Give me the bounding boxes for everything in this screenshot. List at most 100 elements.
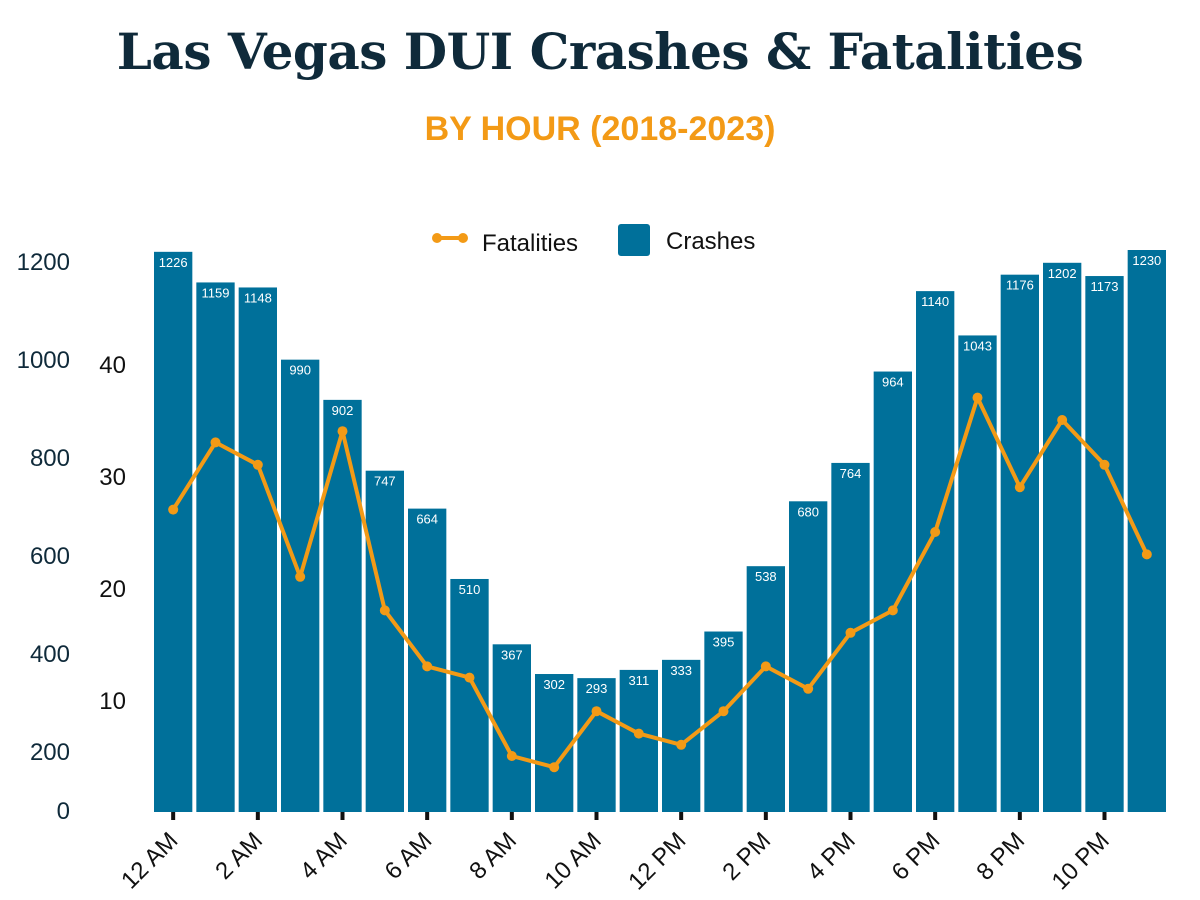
right-axis-tick-label: 10 — [99, 688, 126, 715]
crash-bar — [916, 291, 955, 812]
crash-bar — [196, 282, 235, 812]
crash-data-label: 367 — [501, 647, 523, 662]
crash-data-label: 747 — [374, 474, 396, 489]
crash-data-label: 302 — [543, 677, 565, 692]
crash-data-label: 395 — [713, 635, 735, 650]
x-axis-tick-label: 8 AM — [464, 827, 522, 885]
fatality-point — [252, 459, 263, 470]
fatality-point — [760, 661, 771, 672]
x-axis-tick-label: 8 PM — [971, 827, 1030, 886]
crash-bar — [619, 669, 658, 812]
legend-label-crashes: Crashes — [666, 228, 756, 255]
x-axis-tick — [933, 812, 938, 820]
x-axis-tick-label: 2 AM — [210, 827, 268, 885]
crash-bar — [577, 678, 616, 812]
x-axis-tick — [594, 812, 599, 820]
crash-bar — [408, 508, 447, 812]
left-axis-tick-label: 400 — [30, 641, 70, 668]
left-axis-tick-label: 1000 — [17, 347, 70, 374]
x-axis-tick — [679, 812, 684, 820]
crash-bar — [154, 251, 193, 812]
crash-data-label: 680 — [797, 504, 819, 519]
crash-data-label: 1202 — [1048, 266, 1077, 281]
crash-bar — [789, 501, 828, 812]
x-axis-tick — [763, 812, 768, 820]
fatality-point — [210, 437, 221, 448]
fatality-point — [887, 605, 898, 616]
x-axis-tick-label: 4 PM — [802, 827, 861, 886]
x-axis-tick — [171, 812, 176, 820]
fatalities-line — [171, 395, 1149, 770]
crash-bar — [958, 335, 997, 812]
fatality-point — [676, 739, 687, 750]
crash-bar — [281, 359, 320, 812]
chart-title: Las Vegas DUI Crashes & Fatalities — [116, 22, 1084, 81]
left-axis-tick-label: 200 — [30, 739, 70, 766]
crash-data-label: 1230 — [1132, 253, 1161, 268]
bar-swatch-icon — [618, 224, 650, 256]
crash-data-label: 311 — [628, 673, 649, 688]
x-axis-tick-label: 4 AM — [295, 827, 353, 885]
crash-bar — [323, 399, 362, 812]
crash-data-label: 964 — [882, 375, 904, 390]
fatality-point — [1014, 482, 1025, 493]
crash-data-label: 764 — [840, 466, 862, 481]
fatality-point — [803, 683, 814, 694]
crash-data-label: 293 — [586, 681, 608, 696]
crash-data-label: 902 — [332, 403, 354, 418]
legend-label-fatalities: Fatalities — [482, 230, 579, 257]
fatality-point — [845, 627, 856, 638]
fatality-point — [1141, 549, 1152, 560]
crash-data-label: 990 — [289, 363, 311, 378]
left-axis-tick-label: 0 — [57, 798, 70, 825]
x-axis-tick — [848, 812, 853, 820]
fatality-point — [379, 605, 390, 616]
crash-bar — [1000, 274, 1039, 812]
crash-bar — [1043, 262, 1082, 813]
line-marker-icon — [432, 230, 468, 246]
x-axis-tick — [1102, 812, 1107, 820]
fatality-point — [591, 706, 602, 717]
right-axis-tick-label: 30 — [99, 464, 126, 491]
fatality-point — [337, 426, 348, 437]
x-axis-tick-label: 12 PM — [623, 827, 691, 895]
crash-bar — [535, 674, 574, 812]
crash-data-label: 1043 — [963, 338, 992, 353]
fatality-point — [549, 762, 560, 773]
crash-bar — [238, 287, 277, 812]
chart-subtitle: BY HOUR (2018-2023) — [424, 110, 776, 148]
crash-bar — [1127, 250, 1166, 812]
x-axis-tick — [340, 812, 345, 820]
fatality-point — [295, 571, 306, 582]
fatality-point — [972, 392, 983, 403]
crash-bar — [450, 578, 489, 812]
fatality-point — [930, 527, 941, 537]
x-axis-tick-label: 2 PM — [717, 827, 776, 886]
x-axis-tick-label: 10 AM — [540, 827, 607, 894]
crash-data-label: 538 — [755, 569, 777, 584]
crash-bar — [365, 470, 404, 812]
crash-data-label: 1226 — [159, 255, 188, 270]
crash-data-label: 1173 — [1091, 279, 1119, 294]
crash-bar — [873, 371, 912, 812]
x-axis-tick-label: 12 AM — [116, 827, 183, 894]
right-axis-tick-label: 40 — [99, 352, 126, 379]
x-axis-tick-label: 10 PM — [1047, 827, 1115, 895]
fatality-point — [1099, 459, 1110, 470]
crash-data-label: 1176 — [1006, 278, 1034, 293]
crash-bar — [1085, 276, 1124, 812]
x-axis-tick-label: 6 PM — [887, 827, 946, 886]
crash-data-label: 1140 — [921, 294, 949, 309]
x-axis-tick — [1017, 812, 1022, 820]
fatality-point — [506, 751, 517, 761]
fatality-point — [168, 504, 179, 515]
right-axis-tick-label: 20 — [99, 576, 126, 603]
fatality-point — [1057, 415, 1068, 425]
fatality-point — [718, 706, 729, 717]
left-axis-tick-label: 1200 — [17, 249, 70, 276]
fatality-point — [422, 661, 433, 672]
x-axis-tick — [425, 812, 430, 820]
crash-bar — [746, 566, 785, 812]
crash-data-label: 1159 — [202, 285, 230, 300]
